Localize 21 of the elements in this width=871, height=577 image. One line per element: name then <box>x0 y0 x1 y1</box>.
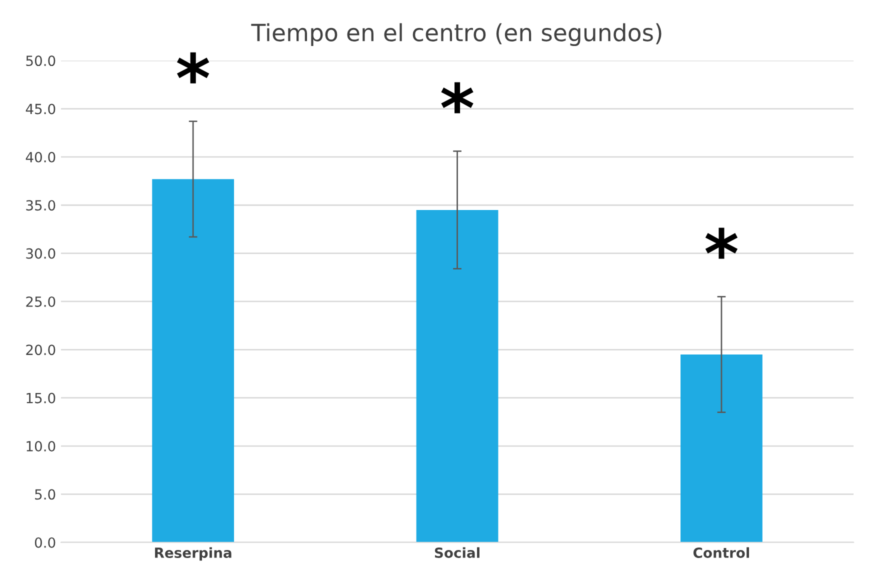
y-tick-label: 10.0 <box>26 440 56 452</box>
y-tick-label: 40.0 <box>26 152 56 162</box>
x-tick-label: Reserpina <box>155 547 232 561</box>
bar <box>680 354 762 542</box>
chart-title: Tiempo en el centro (en segundos) <box>251 23 662 46</box>
y-tick-label: 0.0 <box>34 537 56 548</box>
annotation: * <box>705 228 738 259</box>
bar <box>416 210 498 542</box>
x-tick-label: Control <box>693 547 750 558</box>
y-tick-label: 45.0 <box>26 104 56 114</box>
annotation: * <box>441 82 474 114</box>
x-tick-label: Social <box>434 547 480 558</box>
y-tick-label: 5.0 <box>35 489 56 500</box>
y-tick-label: 35.0 <box>26 200 56 211</box>
y-tick-label: 25.0 <box>26 296 56 307</box>
y-tick-label: 50.0 <box>26 56 56 66</box>
bar <box>152 179 234 542</box>
y-tick-label: 30.0 <box>26 248 56 259</box>
annotation: * <box>176 52 210 84</box>
y-tick-label: 20.0 <box>26 344 56 356</box>
y-tick-label: 15.0 <box>26 392 56 404</box>
